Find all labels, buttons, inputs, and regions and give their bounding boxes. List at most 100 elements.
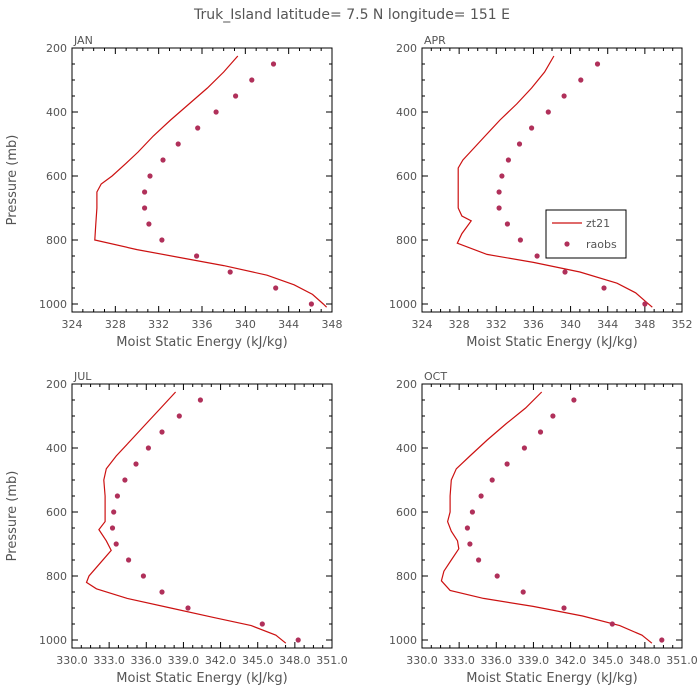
x-tick-label: 332: [486, 318, 507, 331]
x-axis-label: Moist Static Energy (kJ/kg): [116, 335, 287, 350]
series-point-raobs: [233, 93, 239, 99]
x-tick-label: 348: [322, 318, 343, 331]
series-point-raobs: [561, 605, 567, 611]
series-point-raobs: [308, 301, 314, 307]
y-tick-label: 800: [46, 234, 67, 247]
x-tick-label: 345.0: [242, 654, 274, 667]
x-tick-label: 344: [278, 318, 299, 331]
x-tick-label: 324: [412, 318, 433, 331]
series-point-raobs: [496, 189, 502, 195]
series-point-raobs: [133, 461, 139, 467]
x-tick-label: 330.0: [406, 654, 438, 667]
x-tick-label: 336.0: [481, 654, 513, 667]
series-point-raobs: [160, 157, 166, 163]
series-point-raobs: [270, 61, 277, 67]
series-point-raobs: [478, 493, 484, 499]
series-point-raobs: [601, 285, 607, 291]
y-tick-label: 200: [396, 378, 417, 391]
y-tick-label: 600: [46, 170, 67, 183]
series-point-raobs: [520, 589, 526, 595]
y-tick-label: 200: [46, 42, 67, 55]
series-point-raobs: [494, 573, 500, 579]
x-tick-label: 342.0: [555, 654, 587, 667]
x-tick-label: 340: [560, 318, 581, 331]
series-point-raobs: [113, 541, 119, 547]
y-tick-label: 1000: [389, 298, 417, 311]
figure-title: Truk_Island latitude= 7.5 N longitude= 1…: [193, 7, 510, 23]
series-point-raobs: [159, 429, 165, 435]
y-axis-label: Pressure (mb): [5, 135, 20, 226]
y-tick-label: 200: [46, 378, 67, 391]
x-tick-label: 348.0: [629, 654, 661, 667]
x-tick-label: 328: [105, 318, 126, 331]
series-point-raobs: [140, 573, 146, 579]
series-point-raobs: [227, 269, 233, 275]
series-point-raobs: [126, 557, 132, 563]
x-tick-label: 332: [148, 318, 169, 331]
x-axis-label: Moist Static Energy (kJ/kg): [466, 335, 637, 350]
series-point-raobs: [499, 173, 505, 179]
plot-frame: [71, 383, 333, 649]
y-tick-label: 400: [46, 442, 67, 455]
series-point-raobs: [142, 205, 148, 211]
y-tick-label: 800: [396, 570, 417, 583]
series-line-zt21: [94, 55, 328, 308]
panels-container: JAN 200 400 600 800 1000 324 328 332 336 340 344 348…: [5, 34, 698, 686]
series-point-raobs: [147, 173, 153, 179]
x-tick-label: 339.0: [168, 654, 200, 667]
series-point-raobs: [642, 301, 648, 307]
series-point-raobs: [476, 557, 482, 563]
x-tick-label: 339.0: [518, 654, 550, 667]
series-point-raobs: [185, 605, 191, 611]
x-tick-label: 348: [634, 318, 655, 331]
series-point-raobs: [249, 77, 255, 83]
panel-label: OCT: [424, 370, 447, 383]
series-point-raobs: [534, 253, 540, 259]
panel-label: APR: [424, 34, 446, 47]
x-tick-label: 336.0: [131, 654, 163, 667]
legend-swatch-dot: [564, 241, 570, 247]
x-tick-label: 336: [192, 318, 213, 331]
panel-oct: OCT 200 400 600 800 1000 330.0 333.0 336.0 339.0 3…: [389, 370, 698, 686]
series-point-raobs: [609, 621, 615, 627]
series-point-raobs: [562, 269, 568, 275]
series-line-zt21: [85, 391, 287, 644]
x-tick-label: 351.0: [666, 654, 698, 667]
y-tick-label: 400: [396, 106, 417, 119]
series-point-raobs: [259, 621, 265, 627]
x-tick-label: 330.0: [56, 654, 88, 667]
series-point-raobs: [111, 509, 117, 515]
series-point-raobs: [197, 397, 203, 403]
y-tick-label: 400: [46, 106, 67, 119]
legend-label-raobs: raobs: [586, 238, 617, 251]
series-point-raobs: [594, 61, 601, 67]
series-point-raobs: [159, 237, 165, 243]
series-point-raobs: [571, 397, 577, 403]
y-tick-label: 400: [396, 442, 417, 455]
x-tick-label: 340: [235, 318, 256, 331]
panel-jan: JAN 200 400 600 800 1000 324 328 332 336 340 344 348…: [5, 34, 343, 350]
series-point-raobs: [464, 525, 470, 531]
series-point-raobs: [469, 509, 475, 515]
series-point-raobs: [159, 589, 165, 595]
series-point-raobs: [504, 461, 510, 467]
y-axis-label: Pressure (mb): [5, 471, 20, 562]
legend: zt21 raobs: [545, 209, 627, 259]
plot-frame: [421, 47, 683, 313]
panel-apr: APR 200 400 600 800 1000 324 328 332 336 340 344 348…: [389, 34, 693, 350]
x-tick-label: 344: [597, 318, 618, 331]
series-point-raobs: [561, 93, 567, 99]
series-point-raobs: [578, 77, 584, 83]
series-point-raobs: [109, 525, 116, 531]
y-tick-label: 600: [396, 170, 417, 183]
legend-box: [545, 209, 627, 259]
series-point-raobs: [213, 109, 219, 115]
series-point-raobs: [175, 141, 181, 147]
series-point-raobs: [467, 541, 473, 547]
y-tick-label: 1000: [39, 634, 67, 647]
x-tick-label: 351.0: [316, 654, 348, 667]
series-point-raobs: [194, 253, 200, 259]
panel-label: JAN: [73, 34, 93, 47]
series-point-raobs: [521, 445, 528, 451]
